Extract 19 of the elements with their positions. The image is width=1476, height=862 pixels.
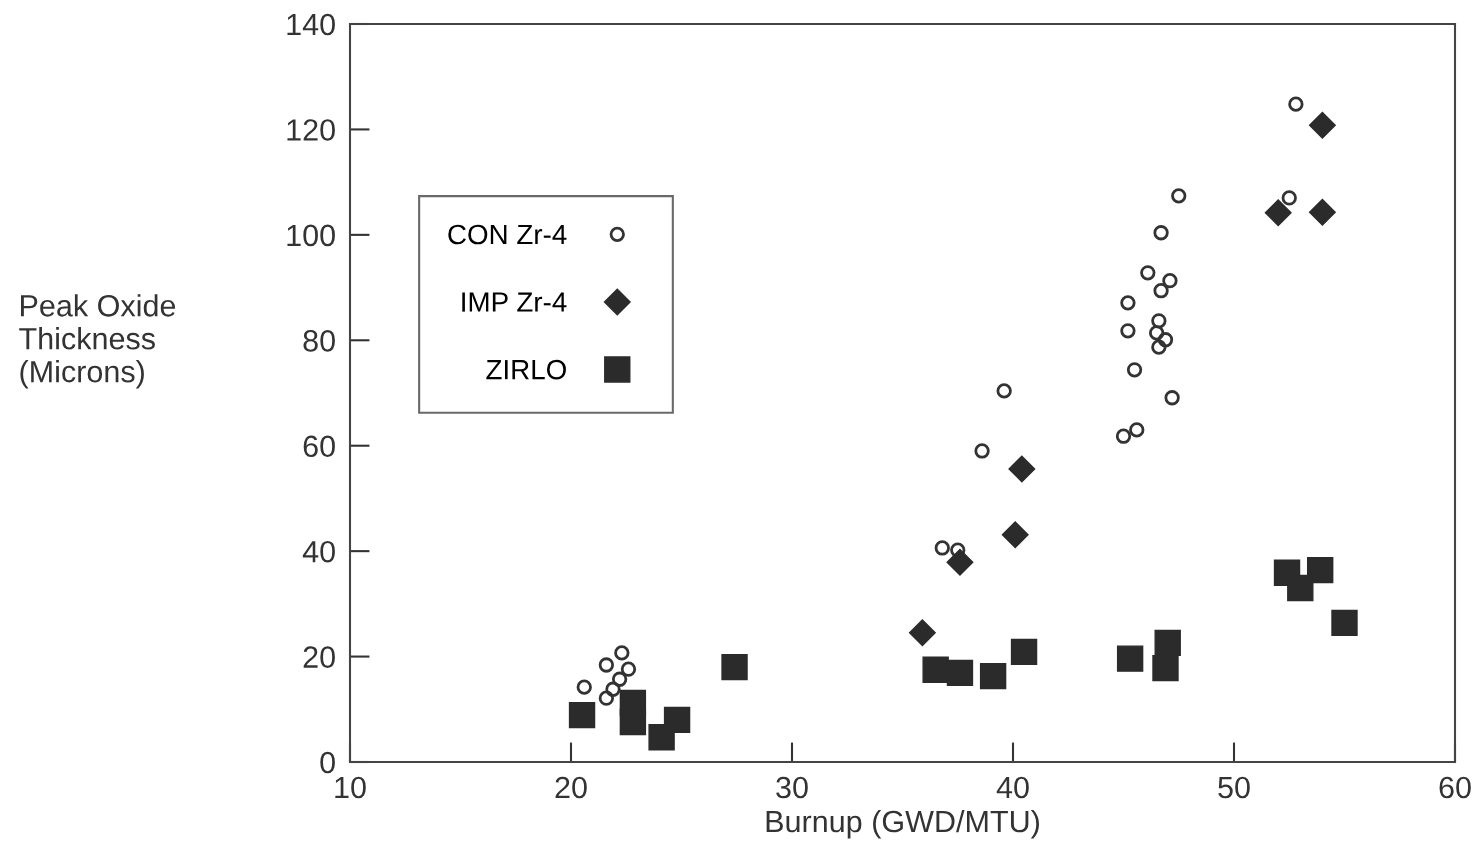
y-tick-label: 100	[287, 224, 335, 247]
x-axis-title: Burnup (GWD/MTU)	[766, 809, 1039, 839]
x-tick-label: 20	[555, 776, 587, 799]
y-tick-label: 60	[303, 435, 335, 458]
x-tick-label: 60	[1439, 776, 1471, 799]
y-tick-label: 120	[287, 119, 335, 141]
y-axis-title: Peak Oxide Thickness (Microns)	[19, 294, 176, 389]
x-tick-label: 30	[776, 776, 808, 799]
y-tick-label: 40	[302, 540, 335, 563]
y-tick-label: 0	[320, 751, 335, 774]
x-tick-label: 40	[996, 776, 1029, 799]
legend-label: IMP Zr-4	[462, 292, 567, 312]
y-tick-label: 20	[303, 646, 335, 668]
y-tick-label: 80	[303, 330, 335, 352]
x-tick-label: 10	[335, 776, 366, 799]
legend-label: ZIRLO	[486, 359, 566, 380]
legend-label: CON Zr-4	[448, 224, 567, 245]
x-tick-label: 50	[1218, 776, 1250, 799]
y-tick-label: 140	[287, 13, 335, 36]
